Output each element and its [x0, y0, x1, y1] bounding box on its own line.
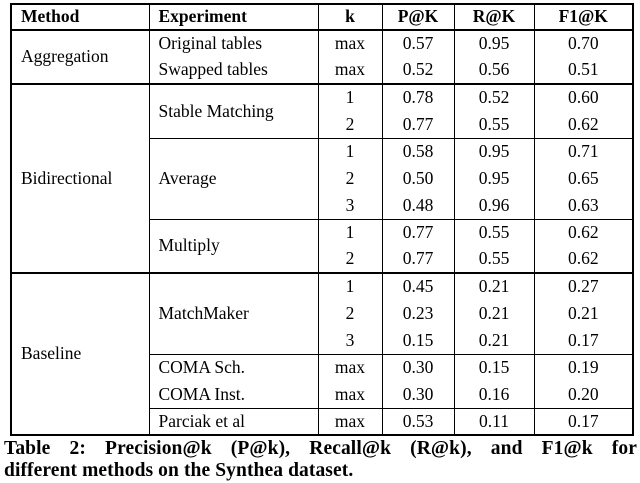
table-row: 2 0.23 0.21 0.21: [11, 300, 634, 327]
pk-cell: 0.77: [381, 246, 455, 273]
rk-cell: 0.11: [453, 407, 535, 435]
experiment-cell: Multiply: [148, 218, 319, 273]
method-cell: Aggregation: [10, 30, 150, 84]
table-row: 3 0.15 0.21 0.17: [11, 327, 634, 354]
experiment-cell: Swapped tables: [148, 57, 319, 84]
k-cell: 1: [317, 83, 383, 111]
table-row: Swapped tables max 0.52 0.56 0.51: [11, 57, 634, 84]
rk-cell: 0.55: [453, 246, 535, 273]
experiment-cell: COMA Sch.: [148, 353, 319, 381]
k-cell: 2: [317, 111, 383, 138]
rk-cell: 0.95: [453, 165, 535, 192]
pk-cell: 0.78: [381, 83, 455, 111]
rk-cell: 0.15: [453, 353, 535, 381]
table-row: Aggregation Original tables max 0.57 0.9…: [10, 30, 634, 84]
f1k-cell: 0.27: [533, 272, 634, 300]
pk-cell: 0.58: [381, 137, 455, 165]
rk-cell: 0.96: [453, 192, 535, 219]
f1k-cell: 0.65: [533, 165, 634, 192]
experiment-cell: MatchMaker: [148, 272, 319, 354]
table-row: 3 0.48 0.96 0.63: [11, 192, 634, 219]
results-table: Method Experiment k P@K R@K F1@K Aggrega…: [10, 3, 634, 436]
rk-cell: 0.95: [453, 137, 535, 165]
table-row: Multiply 1 0.77 0.55 0.62: [11, 218, 634, 273]
experiment-cell: COMA Inst.: [148, 381, 319, 408]
rk-cell: 0.95: [453, 30, 535, 57]
f1k-cell: 0.62: [533, 111, 634, 138]
rk-cell: 0.21: [453, 300, 535, 327]
f1k-cell: 0.71: [533, 137, 634, 165]
method-cell: Bidirectional: [10, 83, 150, 273]
col-header-f1k: F1@K: [533, 4, 634, 31]
f1k-cell: 0.51: [533, 57, 634, 84]
k-cell: max: [317, 381, 383, 408]
pk-cell: 0.77: [381, 111, 455, 138]
table-row: Bidirectional Stable Matching 1 0.78 0.5…: [10, 83, 634, 273]
pk-cell: 0.77: [381, 218, 455, 246]
col-header-k: k: [317, 4, 383, 31]
rk-cell: 0.56: [453, 57, 535, 84]
rk-cell: 0.55: [453, 111, 535, 138]
table-row: COMA Sch. max 0.30 0.15 0.19: [11, 353, 634, 381]
table-row: COMA Inst. max 0.30 0.16 0.20: [11, 381, 634, 408]
f1k-cell: 0.62: [533, 218, 634, 246]
k-cell: 2: [317, 165, 383, 192]
experiment-cell: Stable Matching: [148, 83, 319, 138]
pk-cell: 0.53: [381, 407, 455, 435]
f1k-cell: 0.60: [533, 83, 634, 111]
f1k-cell: 0.63: [533, 192, 634, 219]
method-cell: Baseline: [10, 272, 150, 435]
k-cell: 2: [317, 246, 383, 273]
f1k-cell: 0.62: [533, 246, 634, 273]
f1k-cell: 0.21: [533, 300, 634, 327]
k-cell: 1: [317, 137, 383, 165]
pk-cell: 0.48: [381, 192, 455, 219]
rk-cell: 0.21: [453, 272, 535, 300]
rk-cell: 0.16: [453, 381, 535, 408]
table-row: Parciak et al max 0.53 0.11 0.17: [11, 407, 634, 435]
table-row: 2 0.50 0.95 0.65: [11, 165, 634, 192]
f1k-cell: 0.70: [533, 30, 634, 57]
table-row: 2 0.77 0.55 0.62: [11, 111, 634, 138]
table-row: Baseline MatchMaker 1 0.45 0.21 0.27: [10, 272, 634, 435]
table-row: Average 1 0.58 0.95 0.71: [11, 137, 634, 219]
table-row: 2 0.77 0.55 0.62: [11, 246, 634, 273]
f1k-cell: 0.20: [533, 381, 634, 408]
pk-cell: 0.50: [381, 165, 455, 192]
rk-cell: 0.52: [453, 83, 535, 111]
f1k-cell: 0.17: [533, 327, 634, 354]
f1k-cell: 0.19: [533, 353, 634, 381]
pk-cell: 0.30: [381, 381, 455, 408]
pk-cell: 0.30: [381, 353, 455, 381]
experiment-cell: Average: [148, 137, 319, 219]
k-cell: 3: [317, 327, 383, 354]
k-cell: max: [317, 353, 383, 381]
col-header-pk: P@K: [381, 4, 455, 31]
table-caption-line-2: different methods on the Synthea dataset…: [4, 460, 354, 481]
experiment-cell: Original tables: [148, 30, 319, 57]
results-table-container: Method Experiment k P@K R@K F1@K Aggrega…: [10, 3, 634, 436]
col-header-method: Method: [10, 4, 150, 31]
table-caption-line-1: Table 2: Precision@k (P@k), Recall@k (R@…: [4, 438, 637, 459]
pk-cell: 0.52: [381, 57, 455, 84]
rk-cell: 0.21: [453, 327, 535, 354]
f1k-cell: 0.17: [533, 407, 634, 435]
col-header-rk: R@K: [453, 4, 535, 31]
experiment-cell: Parciak et al: [148, 407, 319, 435]
k-cell: 1: [317, 272, 383, 300]
pk-cell: 0.15: [381, 327, 455, 354]
header-row: Method Experiment k P@K R@K F1@K: [10, 4, 634, 31]
table-caption: Table 2: Precision@k (P@k), Recall@k (R@…: [4, 438, 637, 482]
k-cell: 3: [317, 192, 383, 219]
pk-cell: 0.23: [381, 300, 455, 327]
rk-cell: 0.55: [453, 218, 535, 246]
k-cell: max: [317, 407, 383, 435]
col-header-experiment: Experiment: [148, 4, 319, 31]
k-cell: max: [317, 30, 383, 57]
pk-cell: 0.45: [381, 272, 455, 300]
k-cell: 2: [317, 300, 383, 327]
k-cell: 1: [317, 218, 383, 246]
pk-cell: 0.57: [381, 30, 455, 57]
k-cell: max: [317, 57, 383, 84]
